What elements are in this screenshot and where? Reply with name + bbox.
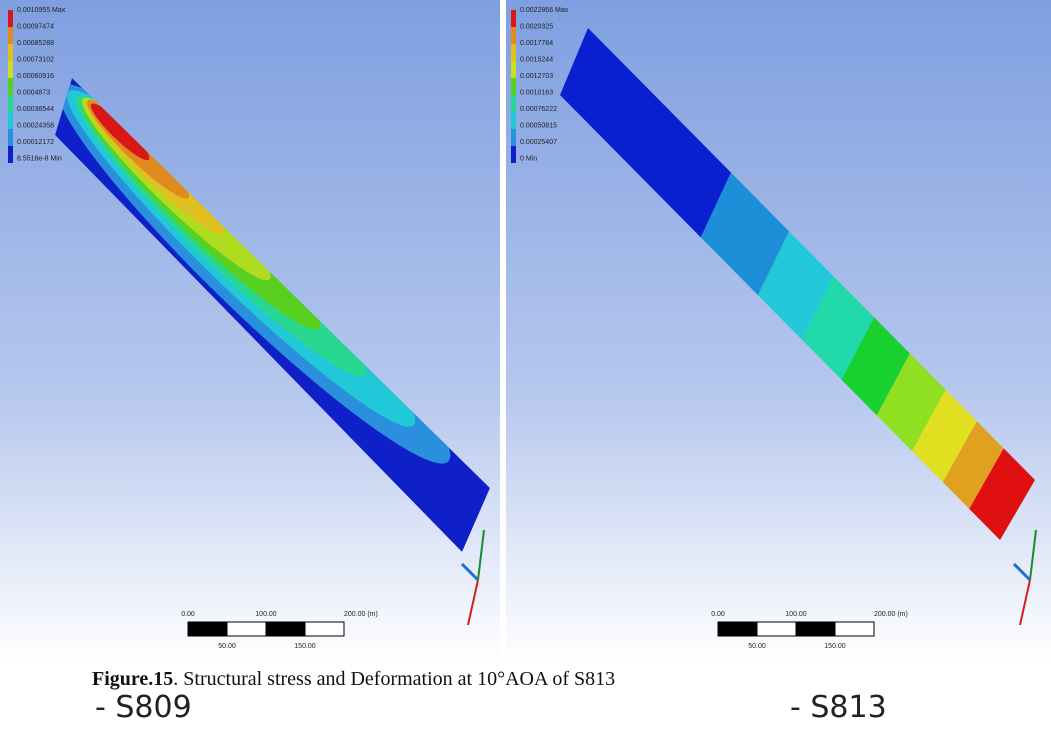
legend-swatch [8,44,13,61]
legend-label: 0.0017784 [520,40,553,47]
legend-swatch [511,112,516,129]
scale-label: 200.00 (m) [344,611,378,618]
legend-swatch [8,95,13,112]
panel-label: - S809 [95,690,192,725]
legend-label: 0.0015244 [520,57,553,64]
legend-label: 0.0012703 [520,73,553,80]
legend-swatch [8,27,13,44]
legend-swatch [511,44,516,61]
legend-label: 0.00036544 [17,106,54,113]
figure: 0.0010955 Max 0.00097474 0.00085288 0.00073… [0,0,1051,665]
caption-text: . Structural stress and Deformation at 1… [173,668,615,690]
legend-swatch [511,78,516,95]
legend-label: 0.0020325 [520,24,553,31]
legend-label: 0 Min [520,156,537,163]
legend-swatch [8,61,13,78]
legend-swatch [511,146,516,163]
scale-label: 150.00 [824,643,846,650]
caption: Figure.15. Structural stress and Deforma… [92,668,615,691]
legend-label: 0.0010955 Max [17,7,66,14]
legend-swatch [511,10,516,27]
scale-label: 100.00 [255,611,277,618]
legend-swatch [8,112,13,129]
scale-segment [188,622,227,636]
caption-number: Figure.15 [92,668,173,690]
legend-label: 0.00076222 [520,106,557,113]
page: 0.0010955 Max 0.00097474 0.00085288 0.00073… [0,0,1051,733]
legend-label: 0.00024358 [17,123,54,130]
scale-segment [718,622,757,636]
scale-label: 150.00 [294,643,316,650]
legend-swatch [8,129,13,146]
scale-segment [266,622,305,636]
scale-label: 0.00 [711,611,725,618]
legend-label: 0.0004873 [17,90,50,97]
legend-label: 0.00025407 [520,139,557,146]
legend-label: 0.00050815 [520,123,557,130]
legend-label: 0.00012172 [17,139,54,146]
legend-swatch [8,78,13,95]
panel-label: - S813 [790,690,887,725]
scale-segment [227,622,266,636]
legend-swatch [511,95,516,112]
legend-swatch [511,61,516,78]
scale-label: 200.00 (m) [874,611,908,618]
scale-label: 50.00 [218,643,236,650]
scale-segment [835,622,874,636]
scale-label: 50.00 [748,643,766,650]
legend-swatch [8,10,13,27]
scale-segment [757,622,796,636]
legend-swatch [511,27,516,44]
legend-label: 0.0010163 [520,90,553,97]
legend-label: 0.00073102 [17,57,54,64]
scale-label: 100.00 [785,611,807,618]
legend-label: 0.00097474 [17,24,54,31]
legend-label: 0.00060916 [17,73,54,80]
legend-swatch [8,146,13,163]
scale-segment [305,622,344,636]
legend-label: 8.5516e-8 Min [17,156,62,163]
legend-label: 0.0022866 Max [520,7,569,14]
legend-label: 0.00085288 [17,40,54,47]
scale-label: 0.00 [181,611,195,618]
legend-swatch [511,129,516,146]
scale-segment [796,622,835,636]
